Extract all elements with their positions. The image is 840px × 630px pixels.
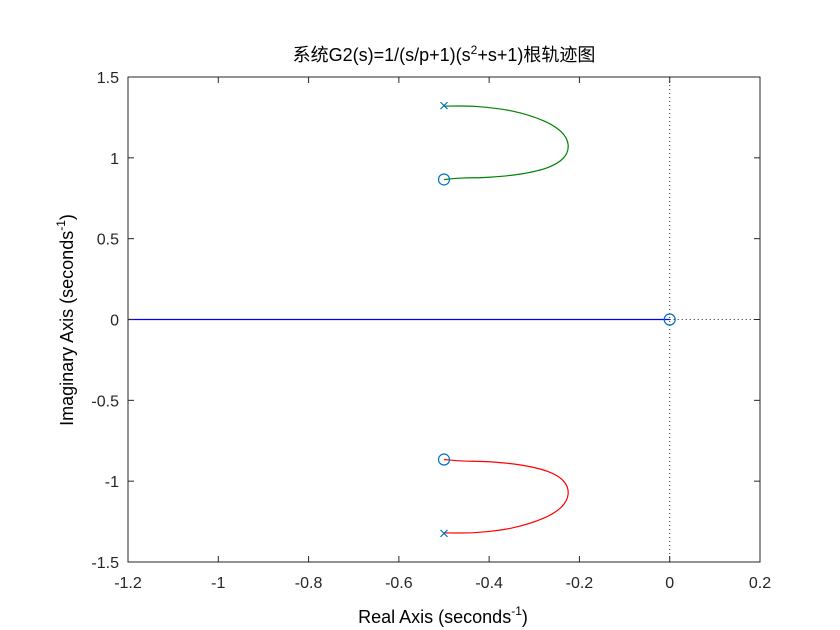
locus-branch-2 (443, 105, 569, 181)
x-tick-label: -0.6 (385, 575, 413, 592)
y-tick-label: -1.5 (91, 555, 119, 572)
y-tick-label: 0.5 (97, 232, 119, 249)
x-tick-label: -0.8 (295, 575, 323, 592)
y-tick-label: 0 (110, 313, 119, 330)
pole-stroke (440, 529, 448, 538)
plot-area (127, 76, 761, 563)
x-tick-label: -0.2 (566, 575, 594, 592)
x-tick-label: 0.2 (749, 575, 771, 592)
pole-marker-2 (440, 529, 448, 538)
y-tick-label: 1.5 (97, 70, 119, 87)
x-tick-label: -1 (211, 575, 225, 592)
y-tick-label: -0.5 (91, 393, 119, 410)
y-tick-label: -1 (105, 474, 119, 491)
locus-branch-3 (443, 458, 569, 534)
pole-marker-1 (440, 101, 448, 110)
x-tick-label: 0 (665, 575, 674, 592)
zero-marker-2 (437, 453, 451, 466)
y-tick-label: 1 (110, 151, 119, 168)
x-tick-label: -1.2 (114, 575, 142, 592)
zero-marker-1 (437, 173, 451, 186)
y-axis-label: Imaginary Axis (seconds-1) (54, 214, 77, 426)
chart-title: 系统G2(s)=1/(s/p+1)(s2+s+1)根轨迹图 (293, 43, 596, 65)
zero-marker-3 (663, 313, 676, 326)
tick-labels: -1.2 -1 -0.8 -0.6 -0.4 -0.2 0 0.2 -1.5 -1 -0.5 0 0.5… (91, 70, 771, 592)
x-tick-label: -0.4 (475, 575, 503, 592)
x-axis-label: Real Axis (seconds-1) (358, 604, 528, 627)
pole-stroke (440, 101, 448, 110)
